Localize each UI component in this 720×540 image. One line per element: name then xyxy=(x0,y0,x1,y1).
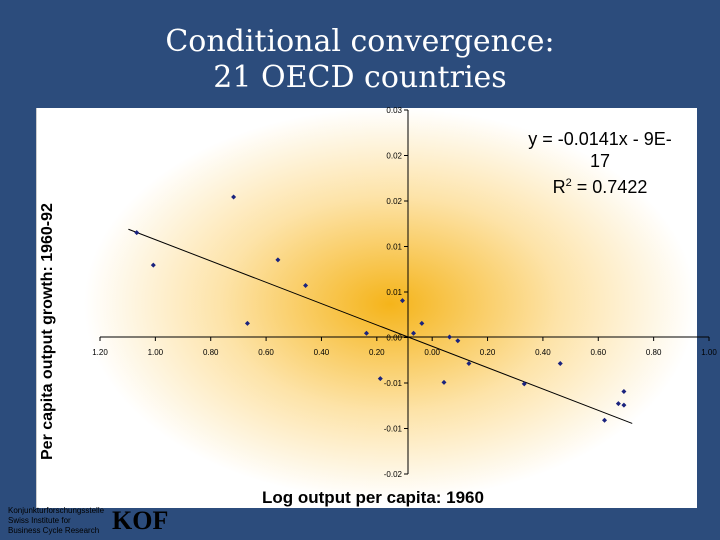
x-tick-label: 0.00 xyxy=(424,348,440,357)
data-point xyxy=(615,401,621,407)
data-point xyxy=(411,330,417,336)
y-tick-label: -0.01 xyxy=(384,379,403,388)
data-point xyxy=(399,298,405,304)
x-axis-label: Log output per capita: 1960 xyxy=(262,488,484,507)
data-point xyxy=(447,334,453,340)
data-point xyxy=(303,283,309,289)
data-point xyxy=(231,194,237,200)
slide-title-line1: Conditional convergence: xyxy=(165,24,555,59)
y-tick-label: -0.02 xyxy=(384,470,403,479)
y-tick-label: 0.03 xyxy=(386,106,402,115)
data-point xyxy=(441,379,447,385)
x-tick-label: 0.60 xyxy=(590,348,606,357)
data-point xyxy=(275,257,281,263)
trendline xyxy=(128,228,633,424)
regression-equation: y = -0.0141x - 9E-17 R2 = 0.7422 xyxy=(520,128,680,198)
data-point xyxy=(602,417,608,423)
r-squared-text: R2 = 0.7422 xyxy=(552,177,648,197)
x-tick-label: 0.80 xyxy=(646,348,662,357)
y-tick-label: -0.01 xyxy=(384,425,403,434)
data-point xyxy=(419,320,425,326)
y-tick-label: 0.02 xyxy=(386,197,402,206)
y-tick-label: 0.01 xyxy=(386,288,402,297)
data-point xyxy=(455,338,461,344)
data-point xyxy=(621,402,627,408)
logo-mark: KOF xyxy=(112,506,169,535)
x-tick-label: 1.20 xyxy=(92,348,108,357)
data-point xyxy=(377,376,383,382)
slide-title-line2: 21 OECD countries xyxy=(213,60,507,95)
x-tick-label: 0.40 xyxy=(314,348,330,357)
data-point xyxy=(244,320,250,326)
data-point xyxy=(150,262,156,268)
y-tick-label: 0.02 xyxy=(386,152,402,161)
logo-caption: Konjunkturforschungsstelle Swiss Institu… xyxy=(8,506,105,535)
y-tick-label: 0.00 xyxy=(386,334,402,343)
x-tick-label: 1.00 xyxy=(148,348,164,357)
data-point xyxy=(363,330,369,336)
plot-area xyxy=(84,108,696,500)
x-tick-label: 0.60 xyxy=(258,348,274,357)
x-tick-label: 0.20 xyxy=(369,348,385,357)
y-tick-label: 0.01 xyxy=(386,243,402,252)
equation-text: y = -0.0141x - 9E-17 xyxy=(528,129,672,171)
x-tick-label: 0.80 xyxy=(203,348,219,357)
data-point xyxy=(466,360,472,366)
x-tick-label: 0.20 xyxy=(480,348,496,357)
data-point xyxy=(621,388,627,394)
x-tick-label: 1.00 xyxy=(701,348,717,357)
data-point xyxy=(557,360,563,366)
x-tick-label: 0.40 xyxy=(535,348,551,357)
data-point xyxy=(134,230,140,236)
data-point xyxy=(521,381,527,387)
